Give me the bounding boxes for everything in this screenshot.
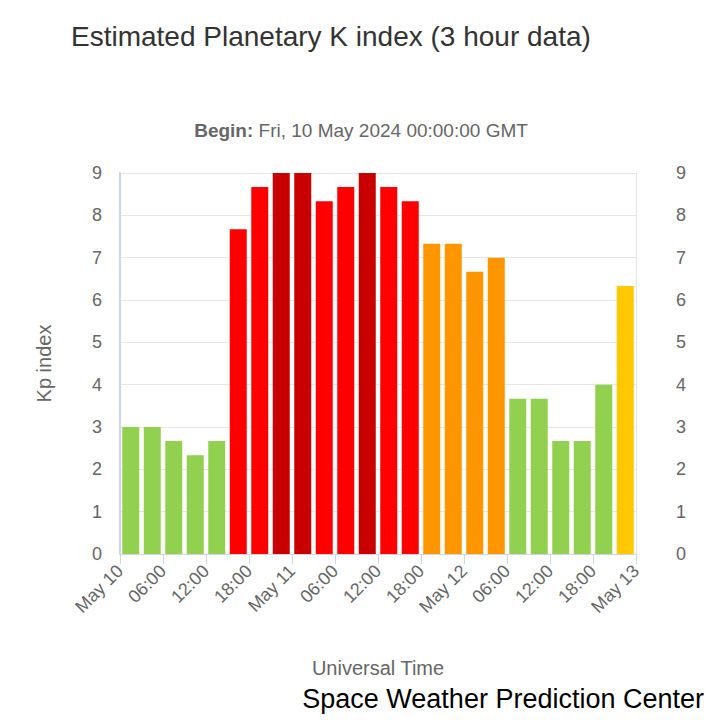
svg-text:2: 2	[676, 459, 686, 479]
svg-text:3: 3	[676, 417, 686, 437]
svg-text:1: 1	[92, 502, 102, 522]
svg-text:Kp index: Kp index	[33, 325, 55, 403]
svg-text:0: 0	[676, 544, 686, 564]
svg-text:8: 8	[676, 205, 686, 225]
svg-text:4: 4	[676, 375, 686, 395]
svg-text:0: 0	[92, 544, 102, 564]
svg-text:2: 2	[92, 459, 102, 479]
svg-text:1: 1	[676, 502, 686, 522]
svg-text:6: 6	[92, 290, 102, 310]
svg-text:7: 7	[676, 248, 686, 268]
svg-text:06:00: 06:00	[468, 561, 514, 607]
svg-text:12:00: 12:00	[511, 561, 557, 607]
svg-text:8: 8	[92, 205, 102, 225]
svg-text:May 10: May 10	[71, 561, 127, 617]
svg-text:Begin:: Begin:	[194, 120, 253, 141]
svg-text:12:00: 12:00	[167, 561, 213, 607]
svg-text:18:00: 18:00	[554, 560, 601, 607]
svg-text:18:00: 18:00	[210, 560, 257, 607]
svg-text:06:00: 06:00	[296, 561, 342, 607]
svg-text:Universal Time: Universal Time	[312, 657, 444, 679]
svg-text:Estimated Planetary K index (3: Estimated Planetary K index (3 hour data…	[71, 21, 591, 52]
svg-text:12:00: 12:00	[339, 561, 385, 607]
svg-text:4: 4	[92, 375, 102, 395]
svg-text:6: 6	[676, 290, 686, 310]
svg-text:Space Weather Prediction Cente: Space Weather Prediction Center	[302, 684, 704, 714]
svg-text:5: 5	[92, 332, 102, 352]
svg-text:3: 3	[92, 417, 102, 437]
svg-text:9: 9	[92, 163, 102, 183]
svg-text:May 13: May 13	[587, 561, 643, 617]
svg-text:May 11: May 11	[244, 561, 299, 616]
svg-text:May 12: May 12	[415, 561, 471, 617]
svg-text:Fri, 10 May 2024 00:00:00 GMT: Fri, 10 May 2024 00:00:00 GMT	[253, 120, 528, 141]
svg-text:18:00: 18:00	[382, 560, 429, 607]
svg-text:9: 9	[676, 163, 686, 183]
svg-text:5: 5	[676, 332, 686, 352]
svg-text:06:00: 06:00	[124, 561, 170, 607]
svg-text:7: 7	[92, 248, 102, 268]
